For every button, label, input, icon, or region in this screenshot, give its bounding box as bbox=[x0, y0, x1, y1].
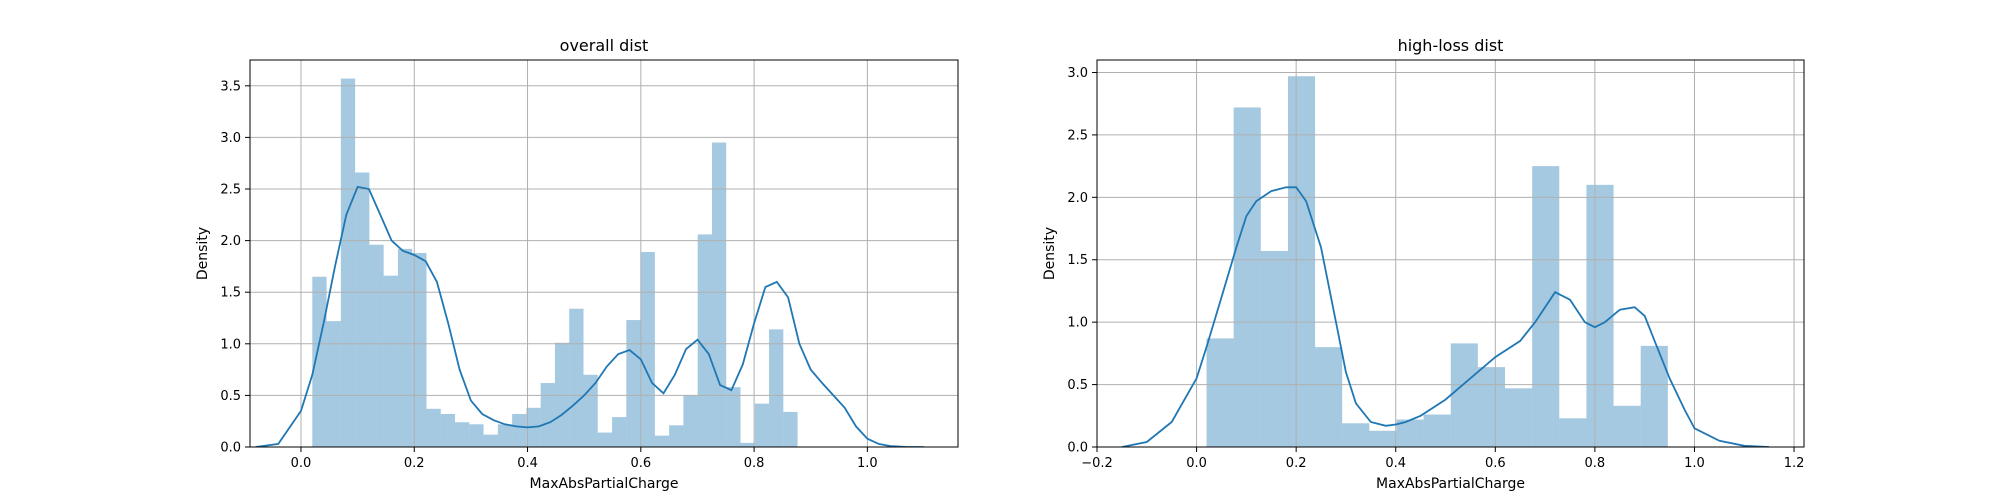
histogram-bar bbox=[1206, 338, 1234, 447]
y-tick-label: 2.5 bbox=[1067, 128, 1088, 143]
histogram-bar bbox=[697, 234, 712, 447]
histogram-bar bbox=[726, 387, 741, 447]
chart-title: overall dist bbox=[560, 36, 649, 55]
histogram-bar bbox=[455, 422, 470, 447]
histogram-bar bbox=[554, 342, 570, 447]
x-tick-label: 0.4 bbox=[517, 456, 538, 471]
axes-frame bbox=[249, 59, 959, 448]
y-tick-label: 2.0 bbox=[220, 234, 241, 249]
y-tick-label: 3.5 bbox=[220, 79, 241, 94]
y-tick-label: 1.0 bbox=[1067, 316, 1088, 331]
histogram-bar bbox=[397, 248, 413, 447]
y-tick-label: 1.0 bbox=[220, 337, 241, 352]
histogram-bar bbox=[426, 408, 441, 447]
histogram-bar bbox=[1423, 414, 1451, 447]
y-tick-label: 0.5 bbox=[220, 389, 241, 404]
y-tick-label: 0.0 bbox=[1067, 441, 1088, 456]
histogram-bar bbox=[1315, 347, 1343, 447]
histogram-bar bbox=[469, 424, 484, 447]
histogram-bar bbox=[1233, 107, 1261, 447]
y-tick-label: 2.5 bbox=[220, 183, 241, 198]
y-tick-label: 3.0 bbox=[220, 131, 241, 146]
y-tick-label: 3.0 bbox=[1067, 66, 1088, 81]
kde-curve bbox=[255, 185, 924, 447]
histogram-bar bbox=[1640, 345, 1668, 447]
y-tick-label: 0.0 bbox=[220, 441, 241, 456]
x-tick-label: 0.0 bbox=[291, 456, 312, 471]
x-tick-label: 0.8 bbox=[744, 456, 765, 471]
histogram-bar bbox=[583, 374, 598, 447]
histogram-bar bbox=[369, 244, 384, 447]
histogram-bar bbox=[326, 321, 341, 447]
x-tick-label: 0.8 bbox=[1585, 456, 1606, 471]
histogram-bar bbox=[1586, 184, 1614, 447]
kde-curve bbox=[1121, 186, 1770, 447]
y-axis-label: Density bbox=[195, 227, 211, 280]
y-tick-label: 1.5 bbox=[1067, 253, 1088, 268]
x-tick-label: 0.2 bbox=[1286, 456, 1307, 471]
histogram-bar bbox=[754, 403, 770, 447]
histogram-bar bbox=[1505, 388, 1533, 447]
histogram-bar bbox=[1450, 343, 1478, 447]
histogram-bar bbox=[1287, 76, 1316, 447]
histogram-bar bbox=[783, 411, 798, 447]
histogram-bar bbox=[412, 252, 427, 447]
histogram-bar bbox=[312, 276, 327, 447]
axes-frame bbox=[1096, 59, 1805, 448]
histogram-bar bbox=[440, 413, 456, 447]
x-axis-label: MaxAbsPartialCharge bbox=[530, 476, 679, 492]
x-axis-label: MaxAbsPartialCharge bbox=[1376, 476, 1525, 492]
histogram-bar bbox=[497, 424, 513, 447]
x-tick-label: 0.4 bbox=[1385, 456, 1406, 471]
histogram-bar bbox=[1396, 419, 1424, 447]
histogram-bar bbox=[340, 78, 356, 447]
high-loss-dist-panel: −0.2 0.0 0.2 0.4 0.6 0.8 1.0 1.20.00.51.01.52.0… bbox=[1042, 36, 1805, 492]
histogram-bar bbox=[626, 320, 641, 447]
y-tick-label: 1.5 bbox=[220, 286, 241, 301]
overall-dist-panel: 0.0 0.2 0.4 0.6 0.8 1.0 0.0 0.5 1.0 1.5 2.0 2.5 3.0 3… bbox=[195, 36, 959, 492]
histogram-bar bbox=[769, 329, 784, 447]
histogram-bar bbox=[569, 308, 584, 447]
histogram-bar bbox=[740, 442, 755, 447]
x-tick-label: 0.2 bbox=[404, 456, 425, 471]
y-tick-label: 2.0 bbox=[1067, 191, 1088, 206]
y-axis-label: Density bbox=[1042, 227, 1058, 280]
histogram-bar bbox=[612, 417, 627, 447]
histogram-bar bbox=[1260, 251, 1288, 447]
chart-title: high-loss dist bbox=[1398, 36, 1504, 55]
histogram-bar bbox=[483, 434, 498, 447]
histogram-bar bbox=[1342, 423, 1370, 447]
x-tick-label: 1.0 bbox=[857, 456, 878, 471]
histogram-bar bbox=[512, 413, 527, 447]
histogram-bar bbox=[1477, 367, 1506, 447]
histogram-bar bbox=[640, 251, 655, 447]
x-tick-label: 0.0 bbox=[1186, 456, 1207, 471]
x-tick-label: 1.0 bbox=[1684, 456, 1705, 471]
y-tick-label: 0.5 bbox=[1067, 378, 1088, 393]
x-tick-label: −0.2 bbox=[1081, 456, 1113, 471]
histogram-bars bbox=[312, 78, 798, 447]
histogram-bar bbox=[597, 432, 613, 447]
x-tick-label: 0.6 bbox=[630, 456, 651, 471]
x-tick-label: 1.2 bbox=[1784, 456, 1805, 471]
histogram-bar bbox=[1613, 405, 1641, 447]
x-tick-label: 0.6 bbox=[1485, 456, 1506, 471]
histogram-bar bbox=[669, 425, 684, 447]
histogram-bar bbox=[711, 142, 727, 447]
histogram-bar bbox=[383, 275, 398, 447]
histogram-bar bbox=[1369, 430, 1397, 447]
histogram-bar bbox=[355, 172, 370, 447]
histogram-bar bbox=[1559, 418, 1587, 447]
histogram-bar bbox=[683, 395, 698, 447]
histogram-bars bbox=[1206, 76, 1668, 447]
gridlines bbox=[1096, 60, 1804, 448]
histogram-bar bbox=[540, 383, 555, 447]
histogram-bar bbox=[654, 435, 670, 447]
